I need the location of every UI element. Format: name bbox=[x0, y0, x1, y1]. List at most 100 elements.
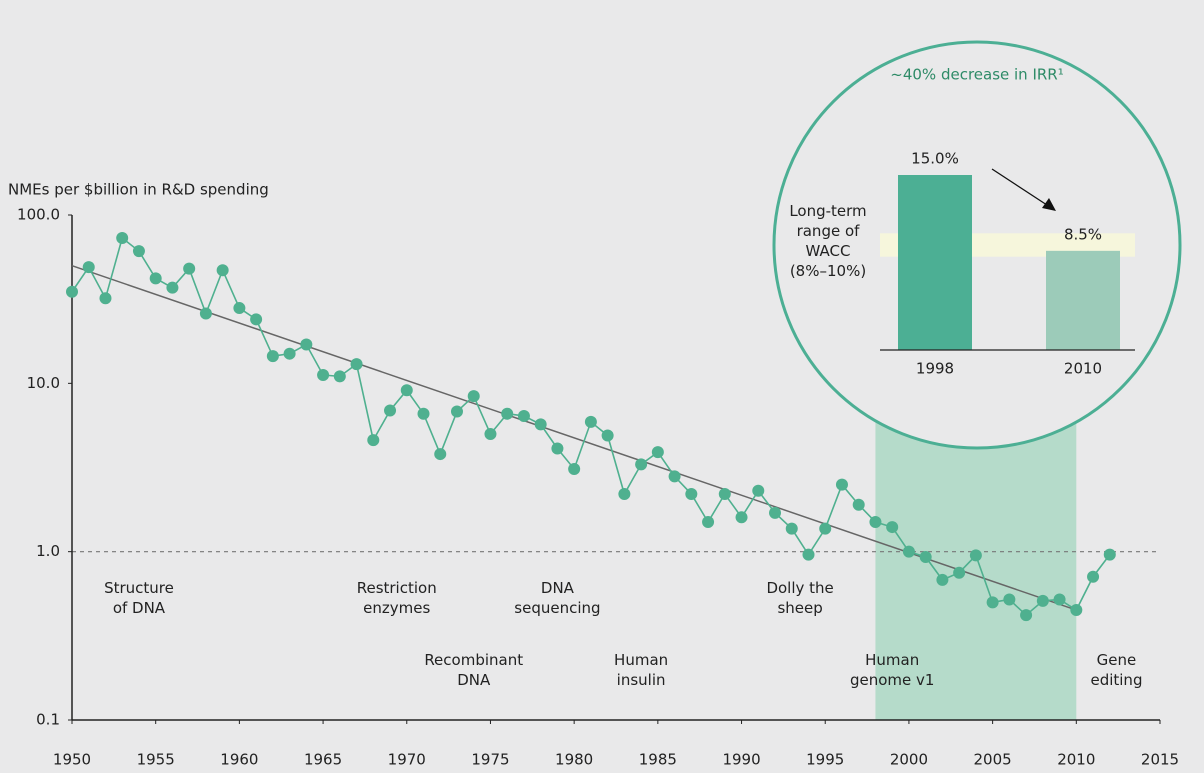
y-axis-label: NMEs per $billion in R&D spending bbox=[8, 181, 269, 199]
data-point bbox=[1003, 593, 1016, 606]
annotation: DNA sequencing bbox=[514, 579, 600, 617]
band-label-line: (8%–10%) bbox=[790, 262, 866, 280]
inset-title: ~40% decrease in IRR¹ bbox=[890, 66, 1063, 84]
data-point bbox=[802, 548, 815, 561]
x-tick-label: 1970 bbox=[388, 751, 426, 769]
annotation-line: enzymes bbox=[363, 599, 430, 617]
data-point bbox=[250, 313, 263, 326]
annotation-line: Recombinant bbox=[424, 651, 523, 669]
data-point bbox=[116, 232, 129, 245]
arrow bbox=[991, 168, 1051, 208]
data-point bbox=[99, 292, 112, 305]
y-tick-label: 10.0 bbox=[27, 374, 60, 392]
data-point bbox=[266, 350, 279, 363]
data-point bbox=[300, 338, 313, 351]
data-point bbox=[467, 390, 480, 403]
x-tick-label: 1965 bbox=[304, 751, 342, 769]
data-point bbox=[434, 448, 447, 461]
x-tick-label: 2010 bbox=[1057, 751, 1095, 769]
y-tick-label: 100.0 bbox=[17, 206, 60, 224]
data-point bbox=[1087, 570, 1100, 583]
data-point bbox=[852, 498, 865, 511]
annotation-line: editing bbox=[1090, 671, 1142, 689]
arrowhead bbox=[1042, 198, 1056, 211]
annotation-line: sheep bbox=[777, 599, 822, 617]
data-point bbox=[735, 511, 748, 524]
data-point bbox=[367, 434, 380, 447]
annotation-line: Structure bbox=[104, 579, 174, 597]
data-point bbox=[534, 418, 547, 431]
data-point bbox=[819, 522, 832, 535]
value-label: 15.0% bbox=[911, 150, 959, 168]
x-tick-label: 2000 bbox=[890, 751, 928, 769]
data-point bbox=[618, 488, 631, 501]
data-point bbox=[149, 272, 162, 285]
annotation-line: Human bbox=[865, 651, 919, 669]
data-point bbox=[769, 506, 782, 519]
annotation-line: DNA bbox=[457, 671, 491, 689]
data-point bbox=[501, 407, 514, 420]
x-tick-label: 2005 bbox=[974, 751, 1012, 769]
band-label-line: WACC bbox=[806, 242, 851, 260]
data-point bbox=[953, 566, 966, 579]
data-point bbox=[216, 264, 229, 277]
data-point bbox=[685, 488, 698, 501]
annotation: Restriction enzymes bbox=[357, 579, 437, 617]
bar bbox=[898, 175, 972, 350]
annotation-line: Human bbox=[614, 651, 668, 669]
band-label-line: Long-term bbox=[789, 202, 866, 220]
annotation-line: DNA bbox=[541, 579, 575, 597]
x-tick-label: 2015 bbox=[1141, 751, 1179, 769]
data-point bbox=[568, 462, 581, 475]
value-label: 8.5% bbox=[1064, 225, 1102, 243]
x-tick-label: 1950 bbox=[53, 751, 91, 769]
data-point bbox=[1053, 593, 1066, 606]
data-point bbox=[1070, 604, 1083, 617]
annotation-line: Restriction bbox=[357, 579, 437, 597]
data-point bbox=[82, 261, 95, 274]
data-point bbox=[400, 384, 413, 397]
data-point bbox=[702, 516, 715, 529]
x-tick-label: 1955 bbox=[137, 751, 175, 769]
x-tick-label: 1998 bbox=[916, 360, 954, 378]
bar bbox=[1046, 250, 1120, 350]
y-tick-label: 0.1 bbox=[36, 711, 60, 729]
data-point bbox=[517, 409, 530, 422]
annotation: Gene editing bbox=[1090, 651, 1142, 689]
band-label-line: range of bbox=[797, 222, 861, 240]
data-point bbox=[785, 522, 798, 535]
data-point bbox=[902, 545, 915, 558]
data-point bbox=[484, 428, 497, 441]
data-point bbox=[584, 415, 597, 428]
data-point bbox=[919, 550, 932, 563]
annotation-line: genome v1 bbox=[850, 671, 934, 689]
data-point bbox=[651, 446, 664, 459]
annotation-line: Gene bbox=[1097, 651, 1137, 669]
x-tick-label: 2010 bbox=[1064, 360, 1102, 378]
annotation: Structure of DNA bbox=[104, 579, 174, 617]
data-point bbox=[1020, 609, 1033, 622]
annotation: Recombinant DNA bbox=[424, 651, 523, 689]
data-point bbox=[668, 470, 681, 483]
annotation-line: insulin bbox=[617, 671, 666, 689]
band-label: Long-term range of WACC (8%–10%) bbox=[789, 202, 866, 280]
x-tick-label: 1990 bbox=[722, 751, 760, 769]
data-point bbox=[551, 442, 564, 455]
data-point bbox=[233, 302, 246, 315]
data-point bbox=[132, 245, 145, 258]
x-tick-label: 1975 bbox=[471, 751, 509, 769]
data-point bbox=[317, 369, 330, 382]
annotation-line: sequencing bbox=[514, 599, 600, 617]
data-point bbox=[835, 478, 848, 491]
data-point bbox=[66, 285, 78, 298]
data-point bbox=[886, 521, 899, 534]
data-point bbox=[417, 407, 430, 420]
data-point bbox=[1103, 548, 1116, 561]
data-point bbox=[350, 358, 363, 371]
data-point bbox=[199, 307, 212, 320]
data-point bbox=[752, 484, 765, 497]
data-point bbox=[333, 370, 346, 383]
annotation: Human genome v1 bbox=[850, 651, 934, 689]
x-tick-label: 1995 bbox=[806, 751, 844, 769]
